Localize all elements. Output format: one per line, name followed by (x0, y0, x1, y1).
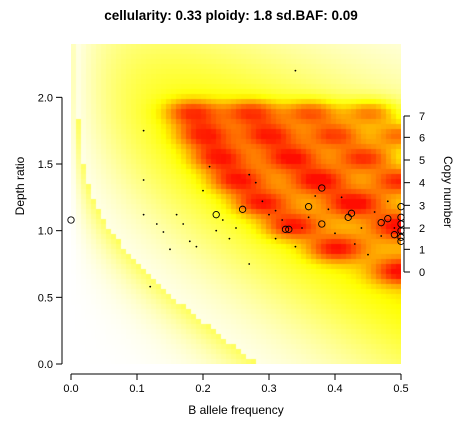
segment-circle (304, 203, 313, 211)
segment-dot (340, 196, 343, 199)
segment-dot (195, 245, 198, 248)
copy-number-axis-label: Copy number (441, 156, 455, 228)
segment-points (67, 69, 405, 288)
copy-number-tick-label: 3 (419, 200, 425, 212)
segment-dot (182, 223, 185, 225)
segment-dot (307, 216, 310, 219)
x-tick-label: 0.4 (327, 383, 342, 395)
segment-dot (221, 219, 224, 221)
segment-dot (386, 200, 389, 203)
copy-number-tick-label: 0 (419, 267, 425, 279)
heatmap-image (71, 44, 401, 364)
segment-dot (261, 200, 264, 203)
segment-dot (360, 227, 363, 229)
x-tick-label: 0.2 (195, 383, 210, 395)
segment-dot (149, 285, 152, 288)
segment-dot (380, 235, 383, 237)
copy-number-tick-label: 7 (419, 111, 425, 123)
x-tick-label: 0.5 (393, 383, 408, 395)
segment-circle (390, 231, 399, 239)
segment-dot (353, 243, 356, 245)
y-tick-label: 0.5 (38, 292, 53, 304)
segment-dot (254, 181, 257, 184)
segment-dot (268, 213, 270, 216)
segment-dot (228, 237, 231, 240)
segment-circle (238, 205, 247, 213)
copy-number-tick-label: 6 (419, 132, 425, 144)
x-tick-label: 0.1 (129, 383, 144, 395)
segment-circle (347, 209, 356, 217)
segment-dot (373, 211, 376, 213)
copy-number-tick-label: 1 (419, 244, 425, 256)
segment-circle (212, 211, 220, 219)
x-tick-label: 0.3 (261, 383, 276, 395)
y-tick-label: 0.0 (38, 359, 53, 371)
segment-dot (367, 253, 369, 256)
segment-circle (377, 219, 385, 227)
segment-dot (162, 231, 165, 233)
segment-dot (274, 209, 277, 212)
segment-dot (142, 179, 145, 181)
segment-dot (188, 240, 191, 243)
segment-dot (281, 219, 284, 221)
y-tick-label: 1.5 (38, 159, 53, 171)
segment-circle (318, 220, 326, 228)
segment-dot (155, 223, 158, 225)
segment-dot (294, 69, 297, 72)
segment-dot (142, 129, 145, 132)
chart-title: cellularity: 0.33 ploidy: 1.8 sd.BAF: 0.… (104, 8, 358, 23)
likelihood-heatmap (71, 44, 401, 364)
segment-dot (202, 189, 204, 192)
axes: 0.0 0.1 0.2 0.3 0.4 0.5 0.0 0.5 1.0 1.5 2.0 0 1 2 3 4 5 6… (38, 92, 425, 395)
segment-dot (248, 173, 251, 176)
segment-dot (142, 213, 145, 216)
segment-dot (274, 237, 277, 240)
segment-circle (384, 215, 392, 223)
segment-dot (235, 227, 237, 229)
y-tick-label: 1.0 (38, 226, 53, 238)
segment-circle (318, 184, 326, 192)
segment-dot (393, 227, 396, 229)
x-tick-label: 0.0 (63, 383, 78, 395)
copy-number-tick-label: 5 (419, 155, 425, 167)
segment-dot (334, 232, 336, 235)
segment-circle (67, 216, 75, 224)
segment-dot (208, 165, 211, 168)
segment-dot (301, 227, 303, 229)
segment-circle (285, 225, 293, 233)
copy-number-tick-label: 4 (419, 178, 425, 190)
segment-dot (327, 208, 330, 211)
segment-dot (215, 229, 218, 232)
segment-dot (169, 248, 171, 251)
segment-circle (281, 225, 290, 233)
copy-number-tick-label: 2 (419, 223, 425, 235)
x-axis-label: B allele frequency (188, 403, 283, 417)
segment-dot (248, 263, 251, 265)
segment-dot (294, 245, 297, 248)
segment-dot (175, 213, 178, 216)
y-tick-label: 2.0 (38, 92, 53, 104)
y-axis-label: Depth ratio (13, 156, 27, 215)
segment-dot (314, 195, 317, 197)
